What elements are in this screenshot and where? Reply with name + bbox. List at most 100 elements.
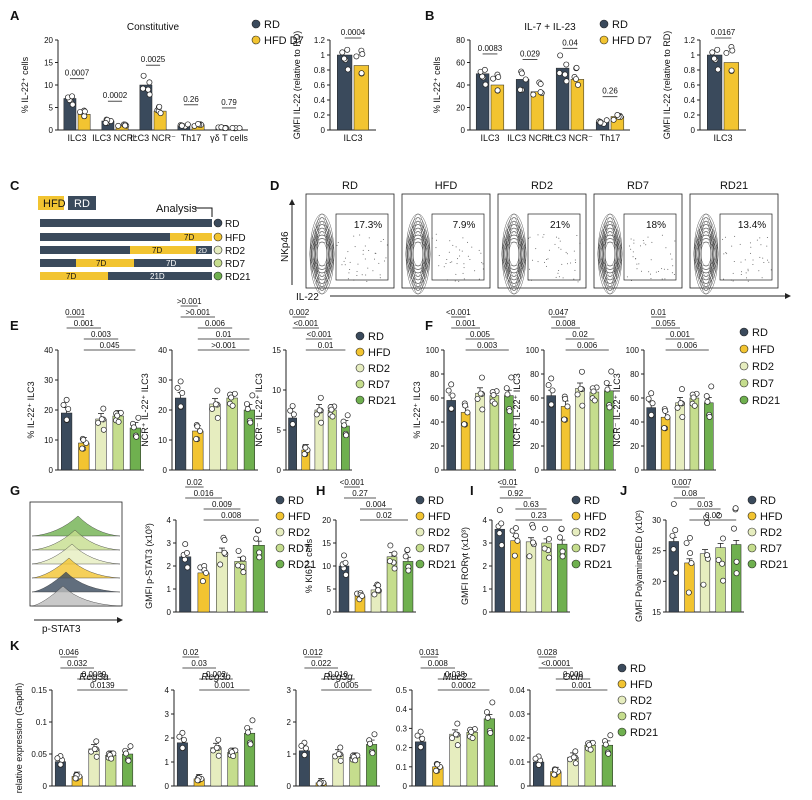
event-dot — [647, 236, 649, 238]
p-value-label: 0.02 — [572, 330, 588, 339]
data-point — [506, 408, 513, 415]
data-point — [477, 390, 484, 397]
data-point — [704, 398, 711, 405]
bar-rd — [555, 67, 570, 131]
panel-label-i: I — [470, 483, 474, 498]
event-dot — [761, 277, 763, 279]
p-value-label: 0.055 — [656, 319, 677, 328]
y-tick-label: 2 — [165, 734, 170, 743]
event-dot — [543, 234, 545, 236]
data-point — [672, 569, 679, 576]
event-dot — [529, 268, 531, 270]
legend-marker — [355, 379, 365, 389]
event-dot — [744, 259, 746, 261]
data-point — [530, 91, 537, 98]
legend-rd-label: RD — [74, 198, 90, 210]
data-point — [648, 412, 655, 418]
event-dot — [451, 261, 453, 263]
y-tick-label: 1 — [287, 750, 292, 759]
data-point — [548, 401, 555, 408]
data-point — [597, 119, 604, 126]
data-point — [249, 392, 256, 399]
y-tick-label: 15 — [322, 539, 331, 548]
data-point — [199, 578, 206, 585]
event-dot — [378, 262, 380, 264]
y-tick-label: 0.01 — [509, 758, 525, 767]
y-tick-label: 20 — [44, 36, 53, 45]
data-point — [318, 419, 325, 426]
legend-label: RD7 — [288, 543, 310, 555]
data-point — [54, 755, 61, 762]
data-point — [63, 416, 70, 423]
data-point — [604, 386, 611, 393]
histogram-overlay — [31, 515, 121, 607]
data-point — [514, 537, 521, 544]
event-dot — [467, 255, 469, 257]
data-point — [561, 416, 568, 423]
x-tick-label: Th17 — [181, 133, 202, 143]
bar-rd — [337, 54, 353, 131]
event-dot — [354, 246, 356, 248]
data-point — [546, 536, 552, 542]
data-point — [316, 407, 323, 414]
data-point — [335, 751, 342, 758]
y-axis-label: GMFI IL-22 (relative to RD) — [662, 31, 672, 140]
data-point — [100, 426, 107, 433]
legend-marker — [739, 327, 749, 337]
y-axis-label: % IL-22⁺ cells — [432, 56, 442, 113]
y-tick-label: 80 — [430, 370, 439, 379]
data-point — [100, 405, 107, 412]
data-point — [670, 501, 677, 507]
legend: RD HFD RD2 RD7 RD21 — [355, 331, 396, 407]
x-tick-label: ILC3 NCR⁻ — [130, 133, 176, 143]
legend-label: RD21 — [752, 395, 780, 407]
legend-marker — [275, 559, 285, 569]
p-value-label: 0.04 — [562, 38, 578, 47]
data-point — [235, 562, 241, 569]
data-point — [229, 125, 236, 131]
p-value-label: <0.001 — [307, 330, 332, 339]
event-dot — [555, 236, 557, 238]
row-label-rd21: RD21 — [225, 272, 251, 283]
histogram-curve — [31, 543, 121, 565]
y-tick-label: 20 — [44, 406, 53, 415]
y-tick-label: 0.02 — [509, 734, 525, 743]
event-dot — [561, 263, 563, 265]
data-point — [729, 47, 736, 54]
p-value-label: 0.016 — [194, 489, 215, 498]
chart-K1: 0 0.05 0.1 0.15 relative expression (Gapdh) R… — [14, 648, 136, 793]
data-point — [517, 86, 524, 93]
data-point — [645, 395, 652, 402]
p-value-label: 0.001 — [572, 681, 593, 690]
bar-hfd — [660, 416, 671, 471]
y-tick-label: 25 — [652, 547, 661, 556]
data-point — [359, 51, 366, 58]
y-tick-label: 15 — [44, 59, 53, 68]
event-dot — [565, 251, 567, 253]
density-contour — [699, 227, 713, 281]
panel-label-b: B — [425, 8, 434, 23]
data-point — [448, 405, 455, 412]
event-dot — [741, 271, 743, 273]
data-point — [462, 402, 469, 409]
y-tick-label: 40 — [456, 81, 465, 90]
data-point — [711, 55, 718, 62]
data-point — [562, 71, 568, 78]
event-dot — [661, 268, 663, 270]
y-tick-label: 2 — [167, 562, 172, 571]
chart-K2: 0 1 2 3 4 Reg3b 0.02 0.03 0.002 0.001 — [165, 648, 258, 791]
data-point — [181, 736, 187, 743]
event-dot — [436, 239, 438, 241]
timeline-rd21-21d: 21D — [150, 272, 165, 281]
event-dot — [576, 234, 578, 236]
gate — [623, 213, 677, 281]
p-value-label: 0.27 — [352, 489, 368, 498]
y-tick-label: 2 — [483, 562, 488, 571]
chart-title: Reg3a — [79, 672, 109, 683]
chart-title: Constitutive — [127, 22, 180, 33]
data-point — [194, 777, 201, 784]
density-contour — [693, 213, 719, 295]
y-tick-label: 1 — [483, 585, 488, 594]
y-tick-label: 15 — [652, 608, 661, 617]
panel-label-a: A — [10, 8, 20, 23]
